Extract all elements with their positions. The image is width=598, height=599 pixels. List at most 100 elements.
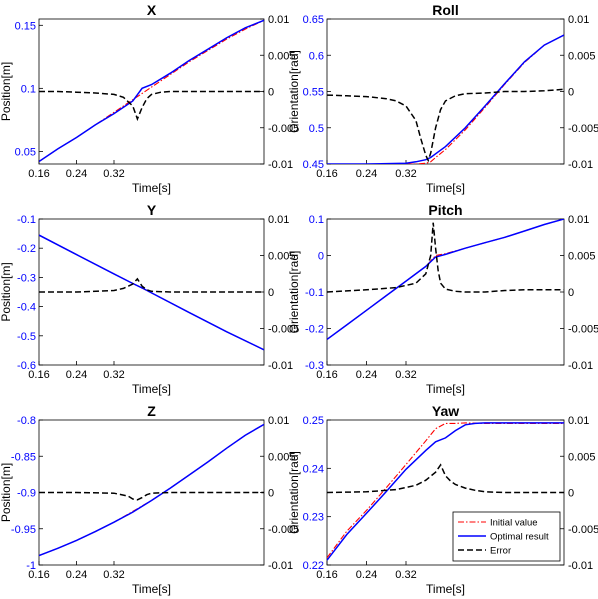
y-axis-label: Position[m] [0, 262, 13, 321]
chart-title: Z [147, 403, 156, 419]
legend-entry: Optimal result [490, 532, 549, 543]
y-tick-label: 0.22 [303, 560, 324, 572]
y-tick-label: -0.2 [305, 324, 324, 336]
y-tick-label: 0.65 [303, 14, 324, 26]
y2-tick-label: -0.005 [268, 524, 299, 536]
y2-tick-label: -0.005 [268, 123, 299, 135]
y2-tick-label: -0.01 [268, 159, 293, 171]
y-axis-label: Position[m] [0, 463, 13, 522]
initial-value-line [327, 219, 564, 340]
plot-area [326, 218, 565, 366]
y-tick-label: -0.3 [17, 272, 36, 284]
plot-area [326, 18, 565, 165]
subplot-z: -1 -0.95 -0.9 -0.85 -0.8 -0.01 -0.005 0 0.005 0.0… [0, 403, 299, 596]
y2-tick-label: -0.005 [268, 324, 299, 336]
y2-tick-label: 0.01 [568, 14, 589, 26]
y-tick-label: -0.2 [17, 243, 36, 255]
x-tick-label: 0.16 [316, 168, 337, 180]
x-tick-label: 0.32 [103, 168, 124, 180]
x-axis-label: Time[s] [132, 382, 171, 396]
y-tick-label: 0.45 [303, 159, 324, 171]
x-tick-label: 0.24 [356, 569, 377, 581]
y-tick-label: -0.1 [17, 214, 36, 226]
y2-tick-label: 0.005 [268, 50, 296, 62]
subplot-pitch: -0.3 -0.2 -0.1 0 0.1 -0.01 -0.005 0 0.005 0.01 0.1… [287, 202, 598, 396]
y-tick-label: 0.24 [303, 463, 324, 475]
legend: Initial value Optimal result Error [452, 511, 561, 562]
x-tick-label: 0.24 [66, 369, 87, 381]
y-axis-label: Orientation[rad] [287, 251, 301, 334]
y2-tick-label: 0.01 [568, 214, 589, 226]
x-tick-label: 0.32 [395, 369, 416, 381]
y-tick-label: 0.55 [303, 87, 324, 99]
y2-tick-label: 0.01 [268, 14, 289, 26]
x-tick-label: 0.32 [103, 369, 124, 381]
y-tick-label: -0.9 [17, 488, 36, 500]
optimal-result-line [327, 422, 564, 561]
y2-tick-label: 0.01 [568, 415, 589, 427]
y-tick-label: -0.8 [17, 415, 36, 427]
y2-tick-label: 0.005 [568, 451, 596, 463]
y2-tick-label: -0.005 [568, 123, 598, 135]
subplot-x: 0.05 0.1 0.15 -0.01 -0.005 0 0.005 0.01 0.16 0.24… [0, 2, 299, 195]
x-axis-label: Time[s] [426, 382, 465, 396]
error-line [39, 277, 264, 293]
y2-tick-label: -0.01 [268, 560, 293, 572]
y-axis-label: Orientation[rad] [287, 50, 301, 133]
y-tick-label: 0.6 [309, 50, 324, 62]
y2-tick-label: 0.005 [568, 251, 596, 263]
subplot-roll: 0.45 0.5 0.55 0.6 0.65 -0.01 -0.005 0 0.005 0.01 0… [287, 2, 598, 195]
error-line [327, 463, 564, 494]
y-axis-label: Position[m] [0, 62, 13, 121]
y2-tick-label: 0 [568, 488, 574, 500]
y2-tick-label: 0 [268, 87, 274, 99]
legend-entry: Initial value [490, 518, 538, 529]
y2-tick-label: 0.01 [268, 415, 289, 427]
y2-tick-label: 0 [568, 87, 574, 99]
optimal-result-line [39, 423, 264, 557]
y-tick-label: 0.23 [303, 512, 324, 524]
x-tick-label: 0.16 [316, 569, 337, 581]
y-tick-label: 0.25 [303, 415, 324, 427]
y-tick-label: -0.95 [11, 524, 36, 536]
y2-tick-label: 0.005 [268, 451, 296, 463]
x-tick-label: 0.16 [316, 369, 337, 381]
chart-title: Yaw [432, 403, 459, 419]
y2-tick-label: -0.01 [568, 360, 593, 372]
y2-tick-label: -0.005 [568, 524, 598, 536]
x-axis-label: Time[s] [132, 181, 171, 195]
x-tick-label: 0.16 [28, 569, 49, 581]
chart-title: Y [147, 202, 157, 218]
y-tick-label: 0.5 [309, 123, 324, 135]
y-tick-label: 0.1 [309, 214, 324, 226]
optimal-result-line [39, 234, 264, 351]
y-tick-label: -0.85 [11, 451, 36, 463]
y-axis-label: Orientation[rad] [287, 451, 301, 534]
error-line [327, 88, 564, 163]
x-tick-label: 0.24 [356, 168, 377, 180]
subplot-y: -0.6 -0.5 -0.4 -0.3 -0.2 -0.1 -0.01 -0.005 0 0.00… [0, 202, 299, 396]
y2-tick-label: -0.01 [268, 360, 293, 372]
chart-title: Roll [432, 2, 458, 18]
x-tick-label: 0.32 [395, 569, 416, 581]
y2-tick-label: -0.01 [568, 560, 593, 572]
x-axis-label: Time[s] [426, 181, 465, 195]
optimal-result-line [327, 34, 564, 164]
y2-tick-label: 0.01 [268, 214, 289, 226]
legend-entry: Error [490, 546, 511, 557]
error-line [39, 90, 264, 122]
y2-tick-label: 0.005 [268, 251, 296, 263]
y-tick-label: -0.3 [305, 360, 324, 372]
x-tick-label: 0.24 [66, 168, 87, 180]
initial-value-line [39, 19, 264, 162]
y-tick-label: -0.6 [17, 360, 36, 372]
subplot-yaw: 0.22 0.23 0.24 0.25 -0.01 -0.005 0 0.005 0.01 0.1… [287, 403, 598, 596]
optimal-result-line [39, 19, 264, 163]
error-line [39, 491, 264, 501]
chart-title: Pitch [428, 202, 462, 218]
y-tick-label: -0.4 [17, 302, 36, 314]
y2-tick-label: -0.005 [568, 324, 598, 336]
y-tick-label: -1 [26, 560, 36, 572]
y-tick-label: -0.1 [305, 287, 324, 299]
